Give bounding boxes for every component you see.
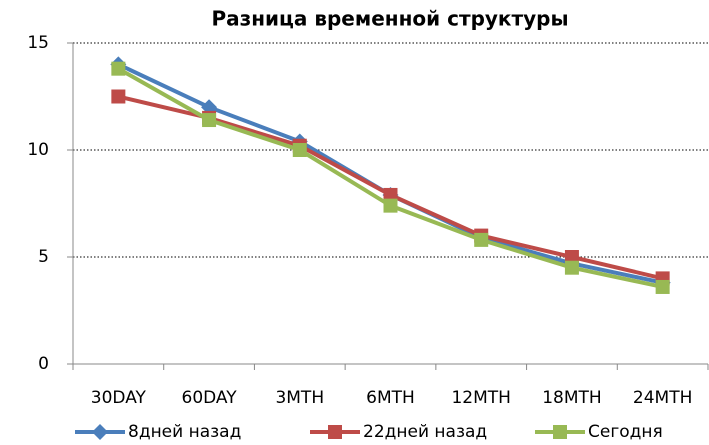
marker <box>655 279 670 294</box>
marker <box>292 143 307 157</box>
x-tick-label: 60DAY <box>182 388 238 408</box>
x-tick-label: 12MTH <box>451 388 510 408</box>
legend-label: Сегодня <box>588 422 663 442</box>
marker <box>111 89 126 104</box>
y-tick-label: 10 <box>27 140 49 160</box>
x-tick-label: 30DAY <box>91 388 147 408</box>
marker <box>111 61 126 76</box>
x-tick-label: 3MTH <box>275 388 324 408</box>
marker <box>564 250 579 264</box>
marker <box>92 424 108 440</box>
marker <box>202 113 217 128</box>
y-tick-label: 5 <box>38 247 49 267</box>
x-tick-label: 24MTH <box>633 388 692 408</box>
marker <box>383 198 398 213</box>
chart-title: Разница временной структуры <box>211 7 568 31</box>
legend-label: 22дней назад <box>363 422 487 442</box>
series-line <box>117 62 664 285</box>
marker <box>564 260 579 275</box>
x-tick-label: 18MTH <box>542 388 601 408</box>
y-tick-label: 15 <box>27 33 49 53</box>
marker <box>328 425 342 439</box>
marker <box>474 232 489 247</box>
marker <box>553 425 567 439</box>
y-tick-label: 0 <box>38 354 49 374</box>
legend-label: 8дней назад <box>128 422 241 442</box>
marker <box>383 187 398 202</box>
x-tick-label: 6MTH <box>366 388 415 408</box>
